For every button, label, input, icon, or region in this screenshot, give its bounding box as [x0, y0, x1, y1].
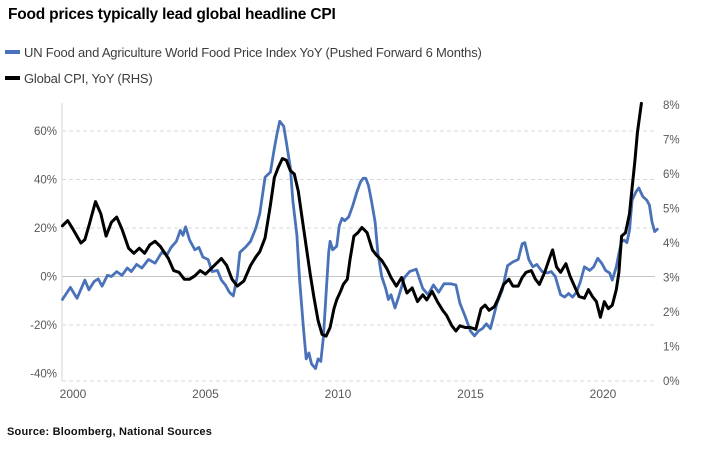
right-axis-tick-label: 2%	[663, 307, 680, 319]
right-axis-tick-label: 8%	[663, 100, 680, 112]
series-line-global-cpi	[60, 101, 643, 338]
source-note: Source: Bloomberg, National Sources	[7, 426, 213, 438]
left-axis-tick-label: 40%	[34, 175, 57, 187]
chart-title: Food prices typically lead global headli…	[8, 6, 336, 23]
left-axis-tick-label: -40%	[30, 369, 57, 381]
legend-line-swatch-black	[5, 76, 20, 80]
left-axis-tick-label: 20%	[34, 223, 57, 235]
right-axis-tick-label: 4%	[663, 238, 680, 250]
left-axis-tick-label: 0%	[40, 272, 57, 284]
right-axis-tick-label: 1%	[663, 342, 680, 354]
series-line-food-price-index	[61, 119, 659, 370]
left-axis-tick-label: 60%	[34, 126, 57, 138]
right-axis-tick-label: 6%	[663, 169, 680, 181]
left-axis-tick-label: -20%	[30, 320, 57, 332]
x-axis-tick-label: 2000	[60, 387, 87, 401]
legend-label-global-cpi: Global CPI, YoY (RHS)	[24, 70, 153, 86]
right-axis-tick-label: 7%	[663, 135, 680, 147]
x-axis-tick-label: 2010	[325, 387, 352, 401]
legend-line-swatch-blue	[5, 50, 20, 54]
x-axis-tick-label: 2015	[457, 387, 484, 401]
x-axis-tick-label: 2005	[192, 387, 219, 401]
right-axis-tick-label: 3%	[663, 273, 680, 285]
legend-item-food-price-index: UN Food and Agriculture World Food Price…	[5, 39, 482, 65]
right-axis-tick-label: 5%	[663, 204, 680, 216]
legend-item-global-cpi: Global CPI, YoY (RHS)	[5, 65, 482, 91]
legend-label-food-price-index: UN Food and Agriculture World Food Price…	[24, 44, 482, 60]
x-axis-tick-label: 2020	[590, 387, 617, 401]
legend: UN Food and Agriculture World Food Price…	[5, 39, 482, 91]
right-axis-tick-label: 0%	[663, 376, 680, 388]
